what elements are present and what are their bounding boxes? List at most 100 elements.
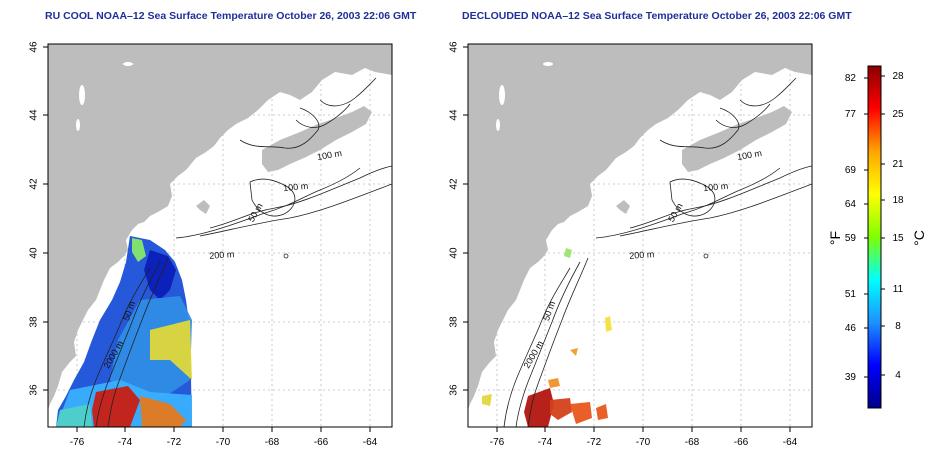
sst-data-patch <box>548 378 560 388</box>
colorbar-c-label: 15 <box>892 233 904 244</box>
bathymetry-contour <box>95 261 161 427</box>
contour-label: 200 m <box>629 249 655 261</box>
bathymetry-contour <box>283 253 289 259</box>
contour-label: 100 m <box>316 148 342 162</box>
x-tick-label: -72 <box>587 437 602 448</box>
sst-data-patch <box>132 238 146 262</box>
lake <box>543 62 553 66</box>
lake <box>496 119 500 131</box>
colorbar-f-label: 59 <box>845 233 857 244</box>
bathymetry-contour <box>515 261 581 427</box>
colorbar-f-label: 69 <box>845 165 857 176</box>
contour-label: 100 m <box>736 148 762 162</box>
sst-data-patch <box>524 388 554 427</box>
lake <box>76 119 80 131</box>
colorbar-gradient <box>867 65 882 409</box>
bathymetry-contour <box>739 77 797 107</box>
bathymetry-contour <box>703 253 709 259</box>
bathymetry-contour <box>209 165 392 229</box>
x-tick-label: -74 <box>538 437 553 448</box>
y-tick-label: 44 <box>449 109 460 121</box>
x-tick-label: -70 <box>216 437 231 448</box>
bathymetry-contour <box>503 267 571 427</box>
y-tick-label: 38 <box>29 316 40 328</box>
colorbar-f-label: 51 <box>845 289 857 300</box>
land-mass <box>262 106 372 172</box>
lake <box>123 62 133 66</box>
bathymetry-contour <box>199 183 392 237</box>
y-tick-label: 36 <box>29 384 40 396</box>
x-tick-label: -66 <box>734 437 749 448</box>
colorbar-f-label: 64 <box>845 199 857 210</box>
bathymetry-contour <box>595 167 781 239</box>
land-mass <box>468 44 812 410</box>
temperature-colorbar: °F °C 82 77 69 64 59 51 46 39 28 25 21 18 15 11 8 4 <box>827 65 927 409</box>
sst-data-patch <box>570 348 578 356</box>
y-tick-label: 46 <box>29 41 40 53</box>
sst-data-patch <box>605 316 612 332</box>
colorbar-f-label: 39 <box>845 372 857 383</box>
sst-data-patch <box>92 386 140 427</box>
sst-data-patch <box>564 248 572 258</box>
y-tick-label: 42 <box>29 178 40 190</box>
land-mass <box>616 200 630 214</box>
colorbar-c-label: 21 <box>892 159 904 170</box>
colorbar-c-label: 11 <box>893 284 904 295</box>
x-tick-label: -68 <box>265 437 280 448</box>
colorbar-f-label: 82 <box>845 73 857 84</box>
bathymetry-contour <box>175 167 361 239</box>
y-tick-label: 40 <box>29 247 40 259</box>
sst-data-patch <box>140 396 186 427</box>
bathymetry-contour <box>107 257 169 427</box>
colorbar-f-label: 77 <box>845 109 857 120</box>
y-tick-label: 36 <box>449 384 460 396</box>
sst-data-patch <box>56 404 92 427</box>
bathymetry-contour <box>527 257 589 427</box>
x-tick-label: -76 <box>490 437 505 448</box>
left-map-title: RU COOL NOAA–12 Sea Surface Temperature … <box>45 10 417 22</box>
x-tick-label: -66 <box>314 437 329 448</box>
colorbar-c-label: 28 <box>892 71 904 82</box>
y-tick-label: 44 <box>29 109 40 121</box>
contour-label: 100 m <box>703 181 729 194</box>
lake <box>79 85 85 105</box>
sst-data-patch <box>570 402 592 424</box>
bathymetry-contour <box>715 103 771 128</box>
x-tick-label: -70 <box>636 437 651 448</box>
land-mass <box>196 200 210 214</box>
contour-label: 100 m <box>283 181 309 194</box>
map-frame <box>47 43 393 428</box>
colorbar-f-label: 46 <box>845 323 857 334</box>
bathymetry-contour <box>295 103 351 128</box>
bathymetry-contour <box>239 107 320 149</box>
sst-data-patch <box>596 404 608 420</box>
sst-data-patch <box>150 320 192 380</box>
colorbar-c-label: 8 <box>895 321 901 332</box>
map-frame <box>467 43 813 428</box>
colorbar-c-label: 18 <box>892 195 904 206</box>
lake <box>499 85 505 105</box>
celsius-unit-label: °C <box>911 230 927 246</box>
bathymetry-contour <box>659 107 740 149</box>
right-map-title: DECLOUDED NOAA–12 Sea Surface Temperatur… <box>462 10 852 22</box>
bathymetry-contour <box>629 165 812 229</box>
y-tick-label: 40 <box>449 247 460 259</box>
x-tick-label: -72 <box>167 437 182 448</box>
land-mass <box>48 44 392 410</box>
sst-data-patch <box>550 398 572 420</box>
bathymetry-contour <box>319 77 377 107</box>
y-tick-label: 38 <box>449 316 460 328</box>
sst-data-patch <box>482 394 492 406</box>
y-tick-label: 42 <box>449 178 460 190</box>
contour-label: 200 m <box>209 249 235 261</box>
x-tick-label: -76 <box>70 437 85 448</box>
land-mass <box>682 106 792 172</box>
x-tick-label: -68 <box>685 437 700 448</box>
bathymetry-contour <box>249 178 296 217</box>
bathymetry-contour <box>619 183 812 237</box>
x-tick-label: -64 <box>783 437 798 448</box>
colorbar-c-label: 25 <box>892 109 904 120</box>
x-tick-label: -64 <box>363 437 378 448</box>
